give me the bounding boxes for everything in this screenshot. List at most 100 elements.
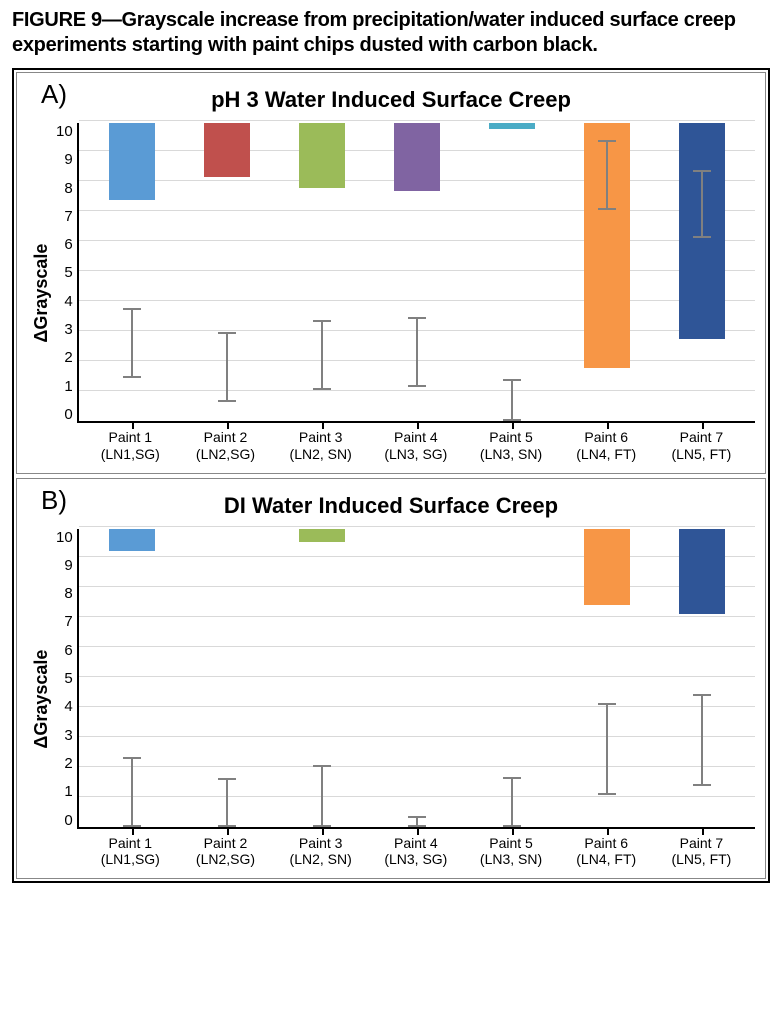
- gridline: [79, 120, 755, 121]
- error-bar: [226, 780, 228, 827]
- bar-slot: [559, 529, 654, 827]
- bar-slot: [369, 529, 464, 827]
- error-cap: [598, 793, 616, 795]
- chart-title: pH 3 Water Induced Surface Creep: [27, 87, 755, 113]
- x-label: Paint 7(LN5, FT): [654, 835, 749, 869]
- x-tick: [512, 421, 514, 429]
- chart-panel: A)pH 3 Water Induced Surface Creep ΔGrays…: [16, 72, 766, 474]
- bar-slot: [180, 529, 275, 827]
- x-tick: [322, 827, 324, 835]
- bar: [299, 529, 345, 543]
- error-cap: [313, 765, 331, 767]
- x-tick: [607, 827, 609, 835]
- x-axis-labels: Paint 1(LN1,SG)Paint 2(LN2,SG)Paint 3(LN…: [77, 829, 755, 869]
- error-bar: [416, 319, 418, 387]
- error-cap: [408, 385, 426, 387]
- x-label: Paint 5(LN3, SN): [463, 429, 558, 463]
- x-label: Paint 3(LN2, SN): [273, 835, 368, 869]
- error-cap: [408, 816, 426, 818]
- bar-slot: [464, 529, 559, 827]
- error-bar: [511, 779, 513, 827]
- bar: [109, 123, 155, 200]
- x-tick: [512, 827, 514, 835]
- bar-slot: [369, 123, 464, 421]
- error-cap: [598, 208, 616, 210]
- bar: [489, 123, 535, 129]
- bar: [299, 123, 345, 188]
- figure-caption: FIGURE 9—Grayscale increase from precipi…: [0, 0, 782, 68]
- x-tick: [417, 421, 419, 429]
- x-tick: [227, 827, 229, 835]
- figure-frame: A)pH 3 Water Induced Surface Creep ΔGrays…: [12, 68, 770, 883]
- error-cap: [503, 777, 521, 779]
- error-bar: [606, 705, 608, 795]
- bar: [394, 123, 440, 191]
- error-cap: [218, 400, 236, 402]
- error-cap: [693, 784, 711, 786]
- error-cap: [693, 170, 711, 172]
- x-label: Paint 1(LN1,SG): [83, 429, 178, 463]
- x-label: Paint 3(LN2, SN): [273, 429, 368, 463]
- error-bar: [511, 381, 513, 422]
- error-bar: [701, 172, 703, 238]
- x-tick: [607, 421, 609, 429]
- error-bar: [131, 759, 133, 827]
- x-tick: [417, 827, 419, 835]
- x-tick: [132, 421, 134, 429]
- x-label: Paint 2(LN2,SG): [178, 429, 273, 463]
- error-cap: [503, 379, 521, 381]
- x-tick: [132, 827, 134, 835]
- x-axis-labels: Paint 1(LN1,SG)Paint 2(LN2,SG)Paint 3(LN…: [77, 423, 755, 463]
- error-bar: [321, 767, 323, 827]
- x-label: Paint 4(LN3, SG): [368, 835, 463, 869]
- x-tick: [227, 421, 229, 429]
- bar-slot: [559, 123, 654, 421]
- error-bar: [321, 322, 323, 390]
- x-label: Paint 4(LN3, SG): [368, 429, 463, 463]
- y-axis-ticks: 109876543210: [56, 529, 77, 829]
- bar-slot: [464, 123, 559, 421]
- x-label: Paint 5(LN3, SN): [463, 835, 558, 869]
- error-cap: [598, 703, 616, 705]
- bar-slot: [180, 123, 275, 421]
- error-cap: [408, 317, 426, 319]
- chart-title: DI Water Induced Surface Creep: [27, 493, 755, 519]
- error-cap: [218, 332, 236, 334]
- x-label: Paint 7(LN5, FT): [654, 429, 749, 463]
- x-tick: [702, 827, 704, 835]
- x-label: Paint 6(LN4, FT): [559, 429, 654, 463]
- y-axis-label: ΔGrayscale: [27, 529, 56, 869]
- x-tick: [322, 421, 324, 429]
- bar-slot: [85, 529, 180, 827]
- bar-slot: [85, 123, 180, 421]
- y-axis-ticks: 109876543210: [56, 123, 77, 423]
- x-label: Paint 1(LN1,SG): [83, 835, 178, 869]
- error-cap: [693, 236, 711, 238]
- panel-label: A): [41, 79, 67, 110]
- x-label: Paint 2(LN2,SG): [178, 835, 273, 869]
- y-axis-label: ΔGrayscale: [27, 123, 56, 463]
- error-bar: [701, 696, 703, 786]
- error-cap: [598, 140, 616, 142]
- gridline: [79, 526, 755, 527]
- chart-panel: B)DI Water Induced Surface Creep ΔGraysca…: [16, 478, 766, 880]
- bar: [204, 123, 250, 177]
- error-bar: [226, 334, 228, 402]
- error-bar: [131, 310, 133, 378]
- bar-slot: [275, 529, 370, 827]
- plot-area: [77, 529, 755, 829]
- bar-slot: [654, 123, 749, 421]
- error-cap: [693, 694, 711, 696]
- bar: [679, 529, 725, 615]
- error-cap: [123, 308, 141, 310]
- x-tick: [702, 421, 704, 429]
- panel-label: B): [41, 485, 67, 516]
- error-cap: [123, 376, 141, 378]
- error-cap: [313, 320, 331, 322]
- error-cap: [123, 757, 141, 759]
- error-bar: [606, 142, 608, 210]
- bar: [109, 529, 155, 552]
- bar: [584, 529, 630, 606]
- x-label: Paint 6(LN4, FT): [559, 835, 654, 869]
- plot-area: [77, 123, 755, 423]
